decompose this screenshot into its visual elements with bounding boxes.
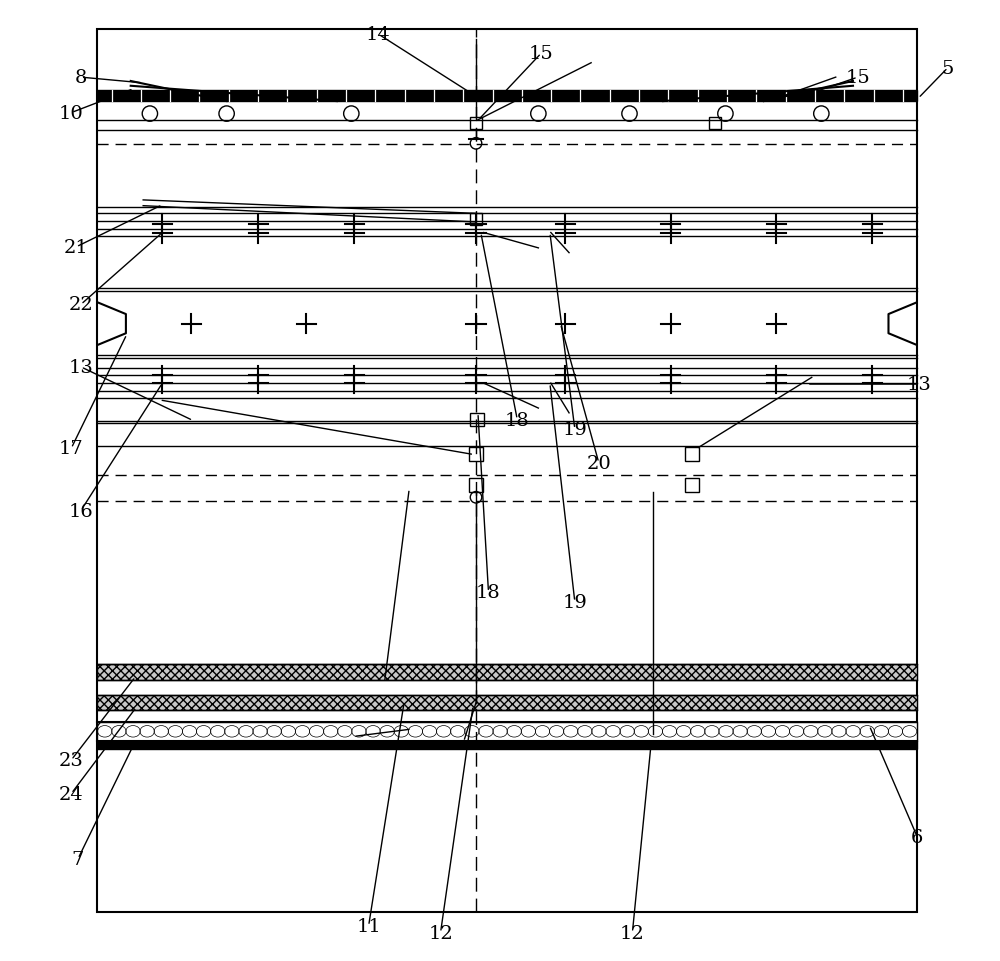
Text: 15: 15 (529, 45, 554, 63)
Text: 22: 22 (68, 296, 93, 314)
Text: 12: 12 (428, 924, 453, 942)
Polygon shape (97, 722, 917, 741)
Text: 19: 19 (562, 421, 587, 439)
Text: 24: 24 (59, 785, 84, 802)
Text: 15: 15 (845, 69, 870, 87)
Text: 8: 8 (75, 69, 87, 87)
Polygon shape (97, 664, 917, 679)
Text: 6: 6 (911, 828, 923, 846)
Text: 5: 5 (942, 60, 954, 78)
Text: 18: 18 (476, 583, 501, 602)
Text: 13: 13 (907, 376, 932, 394)
Text: 20: 20 (586, 455, 611, 472)
Text: 17: 17 (59, 440, 84, 457)
Polygon shape (97, 741, 917, 749)
Text: 21: 21 (64, 238, 88, 257)
Text: 12: 12 (620, 924, 645, 942)
Text: 23: 23 (59, 752, 84, 770)
Text: 13: 13 (68, 358, 93, 377)
Text: 11: 11 (356, 917, 381, 935)
Text: 19: 19 (562, 593, 587, 611)
Text: 16: 16 (68, 503, 93, 520)
Polygon shape (97, 695, 917, 710)
Text: 10: 10 (59, 105, 84, 122)
Text: 7: 7 (72, 850, 84, 868)
Text: 14: 14 (366, 26, 391, 44)
Polygon shape (97, 90, 917, 102)
Text: 18: 18 (505, 411, 530, 430)
